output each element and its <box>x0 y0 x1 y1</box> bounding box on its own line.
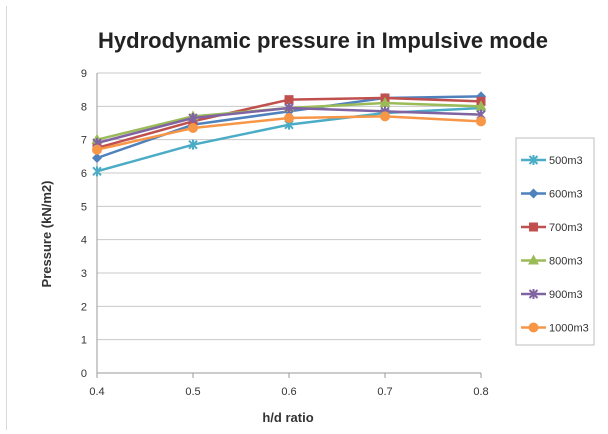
data-point <box>379 97 391 107</box>
y-tick-label: 5 <box>81 201 87 213</box>
legend: 500m3 600m3 700m3 800m3 900m3 1000m3 <box>515 137 595 346</box>
y-tick-label: 7 <box>81 135 87 147</box>
legend-item: 700m3 <box>521 222 583 234</box>
legend-marker <box>528 254 539 265</box>
legend-item: 800m3 <box>521 254 583 268</box>
legend-item: 1000m3 <box>521 322 589 335</box>
x-axis-label: h/d ratio <box>262 410 313 425</box>
y-tick-label: 2 <box>81 301 87 313</box>
chart-title: Hydrodynamic pressure in Impulsive mode <box>98 28 548 53</box>
data-point <box>188 123 198 133</box>
x-tick-label: 0.6 <box>281 386 296 398</box>
data-point <box>284 95 294 105</box>
legend-label: 900m3 <box>549 289 583 301</box>
series-1000m3 <box>92 111 486 155</box>
y-tick-label: 0 <box>81 368 87 380</box>
data-point <box>188 139 198 150</box>
y-tick-label: 3 <box>81 268 87 280</box>
legend-label: 800m3 <box>549 256 583 268</box>
legend-marker <box>528 322 539 333</box>
legend-marker <box>528 155 539 165</box>
series-group <box>91 91 487 177</box>
x-tick-label: 0.4 <box>89 386 104 398</box>
y-tick-label: 4 <box>81 235 87 247</box>
y-tick-label: 1 <box>81 335 87 347</box>
legend-label: 1000m3 <box>549 323 589 335</box>
line-chart: Hydrodynamic pressure in Impulsive mode … <box>39 28 595 425</box>
chart-frame: Hydrodynamic pressure in Impulsive mode … <box>6 6 603 430</box>
x-tick-label: 0.8 <box>473 386 488 398</box>
x-tick-label: 0.7 <box>377 386 392 398</box>
data-point <box>475 100 487 111</box>
data-point <box>476 116 486 127</box>
legend-item: 500m3 <box>521 155 583 167</box>
legend-marker <box>529 222 538 232</box>
data-point <box>380 111 390 122</box>
legend-item: 900m3 <box>521 289 583 301</box>
legend-label: 500m3 <box>549 155 583 167</box>
legend-label: 600m3 <box>549 189 583 201</box>
data-point <box>92 166 102 177</box>
y-tick-label: 6 <box>81 168 87 180</box>
legend-label: 700m3 <box>549 222 583 234</box>
y-tick-label: 9 <box>81 68 87 80</box>
data-point <box>284 103 294 113</box>
data-point <box>92 153 102 163</box>
axes: 0 1 2 3 4 5 6 7 8 9 0.4 0.5 0.6 0.7 0.8 <box>81 68 489 398</box>
legend-item: 600m3 <box>521 188 583 201</box>
x-tick-label: 0.5 <box>185 386 200 398</box>
legend-marker <box>528 188 539 199</box>
data-point <box>188 113 198 123</box>
y-tick-label: 8 <box>81 101 87 113</box>
legend-box <box>515 137 595 346</box>
legend-marker <box>528 289 539 299</box>
data-point <box>92 144 102 155</box>
y-axis-label: Pressure (kN/m2) <box>39 181 54 288</box>
data-point <box>284 113 294 123</box>
